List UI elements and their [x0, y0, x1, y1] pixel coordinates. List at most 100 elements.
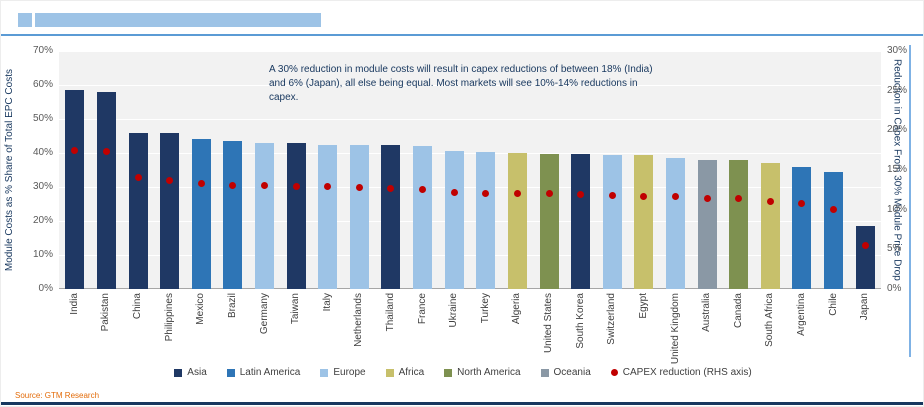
header-title-block [35, 13, 321, 27]
x-axis-label: France [416, 293, 428, 325]
gridline [59, 186, 881, 188]
capex-dot [166, 176, 174, 184]
source-text: Source: GTM Research [15, 391, 100, 400]
x-axis-label: United States [543, 293, 555, 354]
capex-dot [672, 193, 679, 201]
left-tick-label: 30% [32, 181, 53, 192]
x-axis-label: Thailand [384, 293, 396, 332]
right-axis-title: Reduction in Capex From 30% Module Price… [889, 51, 905, 289]
right-border-line [909, 45, 911, 357]
left-tick-label: 60% [32, 79, 53, 90]
capex-dot [197, 179, 205, 187]
capex-dot [766, 198, 774, 206]
bar [255, 142, 274, 289]
legend-item: North America [444, 367, 521, 378]
left-tick-label: 40% [32, 147, 53, 158]
right-tick-label: 25% [887, 84, 908, 96]
capex-dot [482, 189, 490, 197]
legend-item: CAPEX reduction (RHS axis) [610, 367, 752, 378]
bottom-border-line [1, 402, 923, 405]
left-tick-label: 20% [32, 215, 53, 226]
x-axis-label: South Korea [574, 293, 586, 349]
x-axis-label: Mexico [195, 293, 207, 325]
left-tick-label: 50% [32, 113, 53, 124]
gridline [59, 254, 881, 256]
bar [697, 159, 717, 289]
x-axis-label: Netherlands [353, 293, 365, 347]
capex-dot [577, 191, 585, 199]
left-tick-label: 10% [32, 249, 53, 260]
legend-square-marker [174, 368, 183, 377]
capex-dot [229, 182, 237, 190]
x-axis-label: South Africa [764, 293, 776, 347]
x-axis-label: Argentina [795, 293, 807, 336]
gridline [59, 220, 881, 222]
bar [760, 163, 780, 289]
capex-dot [608, 191, 616, 199]
header-title-block-small [18, 13, 32, 27]
right-tick-label: 10% [887, 203, 908, 215]
x-axis-label: Turkey [479, 293, 491, 324]
legend-item: Africa [385, 367, 425, 378]
bar [855, 226, 875, 289]
x-axis-label: Switzerland [606, 293, 618, 345]
bar [286, 142, 306, 289]
capex-dot [861, 241, 869, 249]
legend-square-marker [540, 368, 549, 377]
legend: Asia Latin America Europe Africa North Ameri… [1, 367, 923, 378]
capex-dot [102, 148, 110, 156]
capex-dot [134, 174, 142, 182]
x-axis-label: China [132, 293, 144, 320]
bar [602, 154, 622, 289]
legend-label: Asia [187, 367, 207, 378]
legend-label: North America [457, 367, 521, 378]
legend-label: Oceania [553, 367, 591, 378]
x-axis-label: Philippines [163, 293, 175, 342]
capex-dot [703, 195, 711, 203]
bar [824, 171, 844, 289]
right-tick-label: 20% [887, 124, 908, 136]
bar [666, 158, 685, 289]
bar [539, 153, 559, 289]
gridline [59, 84, 881, 86]
bar [96, 91, 116, 289]
top-divider-line [1, 34, 923, 36]
legend-item: Latin America [226, 367, 300, 378]
bar [381, 144, 401, 289]
annotation-text: A 30% reduction in module costs will res… [269, 64, 653, 103]
gridline [59, 152, 881, 154]
bar [349, 144, 369, 289]
bar [507, 153, 527, 289]
right-tick-label: 5% [887, 243, 902, 255]
legend-item: Oceania [540, 367, 591, 378]
legend-label: CAPEX reduction (RHS axis) [622, 367, 752, 378]
x-axis-label: Japan [859, 293, 871, 321]
x-axis-label: Brazil [226, 293, 238, 319]
capex-dot [355, 183, 363, 191]
capex-dot [71, 146, 79, 154]
legend-square-marker [385, 368, 394, 377]
x-axis-label: Egypt [637, 293, 649, 319]
bar [792, 166, 812, 289]
bar [223, 141, 243, 289]
capex-dot [419, 185, 427, 193]
right-tick-label: 30% [887, 45, 908, 56]
capex-dot [450, 188, 458, 196]
capex-dot [292, 183, 300, 191]
left-axis-ticks: 0% 10% 20% 30% 40% 50% 60% 70% [19, 45, 55, 294]
x-axis-label: Australia [701, 293, 713, 332]
capex-dot [735, 195, 743, 203]
right-axis-ticks: 0% 5% 10% 15% 20% 25% 30% [885, 45, 921, 294]
x-axis-label: India [68, 293, 80, 315]
legend-item: Europe [320, 367, 366, 378]
capex-dot [798, 199, 806, 207]
x-axis-label: Germany [258, 293, 270, 335]
capex-dot [513, 190, 521, 198]
capex-dot [261, 182, 268, 190]
legend-label: Africa [398, 367, 425, 378]
gridline [59, 50, 881, 52]
plot-area: A 30% reduction in module costs will res… [59, 50, 881, 289]
right-tick-label: 0% [887, 283, 902, 294]
x-axis-label: Algeria [511, 293, 523, 325]
